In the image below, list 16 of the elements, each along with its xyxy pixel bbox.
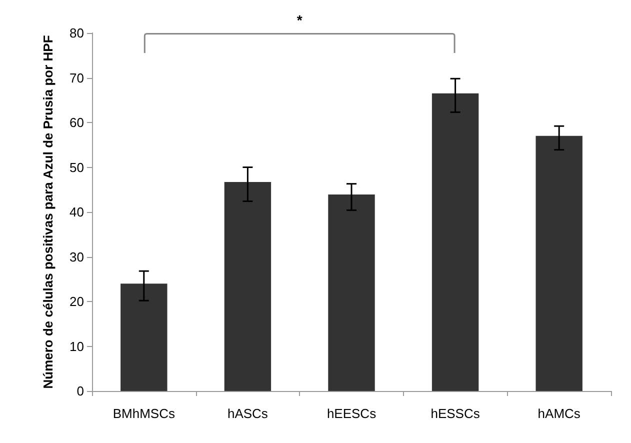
y-tick-label: 60 [70, 115, 84, 130]
y-tick-label: 20 [70, 294, 84, 309]
x-tick-label: hAMCs [538, 406, 581, 421]
x-tick-label: BMhMSCs [112, 406, 176, 421]
x-tick-label: hESSCs [430, 406, 480, 421]
y-tick-label: 30 [70, 249, 84, 264]
x-tick-label: hEESCs [326, 406, 377, 421]
y-tick-label: 0 [76, 384, 84, 398]
y-tick-label: 50 [70, 160, 84, 175]
x-tick-label: hASCs [227, 406, 268, 421]
y-tick-label: 10 [70, 338, 84, 354]
y-tick-label: 40 [70, 204, 84, 220]
y-tick-label: 80 [70, 26, 84, 40]
y-tick-label: 70 [70, 70, 84, 86]
y-axis-title: Número de células positivas para Azul de Prusia por HPF [40, 35, 56, 389]
text: * [296, 12, 303, 28]
